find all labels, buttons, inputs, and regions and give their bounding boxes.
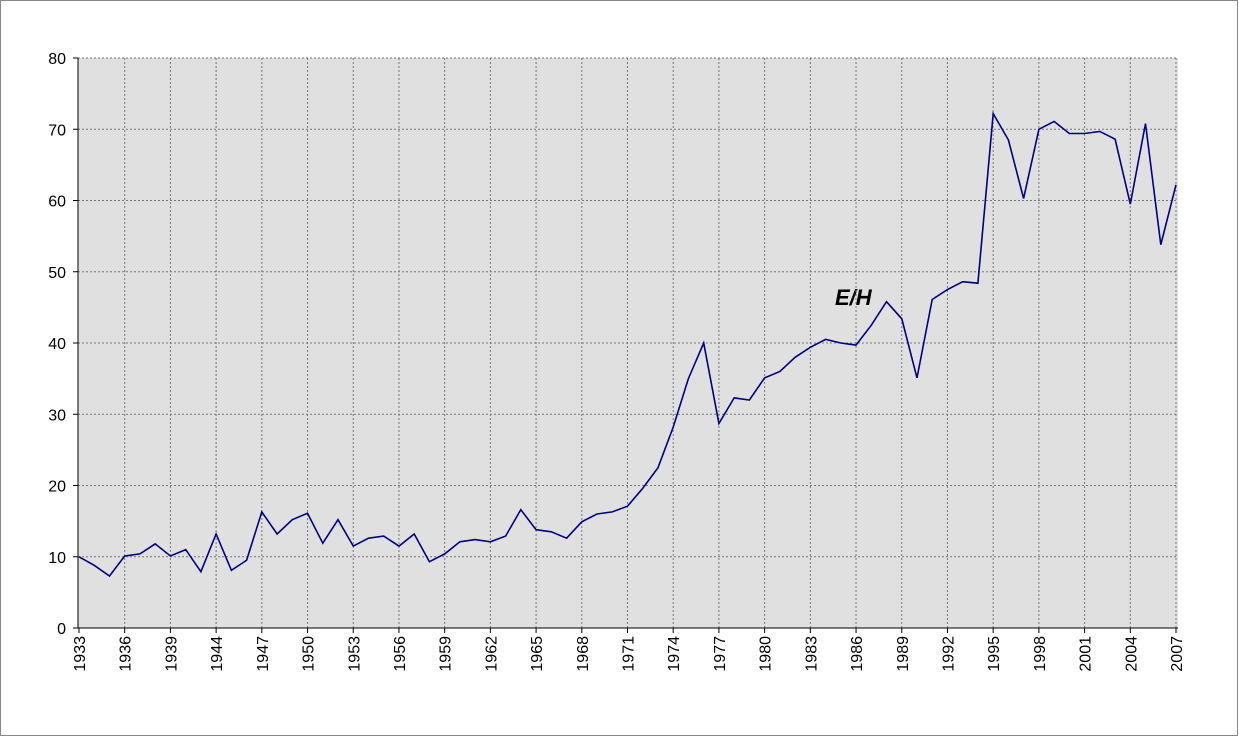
x-tick-label: 1980 (758, 636, 775, 672)
x-tick-label: 1977 (712, 636, 729, 672)
y-tick-label: 60 (48, 194, 66, 211)
x-tick-label: 1947 (255, 636, 272, 672)
x-tick-label: 2007 (1169, 636, 1186, 672)
y-tick-label: 10 (48, 550, 66, 567)
x-tick-label: 1959 (438, 636, 455, 672)
x-tick-label: 1953 (346, 636, 363, 672)
x-tick-label: 1986 (849, 636, 866, 672)
x-tick-label: 1995 (986, 636, 1003, 672)
x-tick-label: 1989 (895, 636, 912, 672)
x-tick-label: 1933 (72, 636, 89, 672)
y-tick-label: 30 (48, 407, 66, 424)
x-tick-label: 1962 (483, 636, 500, 672)
x-tick-label: 1992 (940, 636, 957, 672)
x-tick-label: 2001 (1078, 636, 1095, 672)
x-tick-label: 1944 (209, 636, 226, 672)
x-tick-label: 1983 (803, 636, 820, 672)
annotation: E/H (835, 285, 873, 310)
y-tick-label: 20 (48, 479, 66, 496)
x-tick-label: 1971 (621, 636, 638, 672)
data-line (78, 111, 1177, 578)
y-tick-label: 0 (57, 621, 66, 638)
y-tick-label: 80 (48, 51, 66, 68)
x-tick-label: 1965 (529, 636, 546, 672)
y-tick-label: 40 (48, 336, 66, 353)
y-tick-label: 50 (48, 265, 66, 282)
x-tick-label: 2004 (1123, 636, 1140, 672)
x-tick-label: 1956 (392, 636, 409, 672)
x-tick-label: 1968 (575, 636, 592, 672)
x-tick-label: 1998 (1032, 636, 1049, 672)
x-tick-label: 1936 (118, 636, 135, 672)
x-tick-label: 1974 (666, 636, 683, 672)
x-tick-label: 1950 (301, 636, 318, 672)
x-tick-label: 1939 (163, 636, 180, 672)
y-tick-label: 70 (48, 122, 66, 139)
